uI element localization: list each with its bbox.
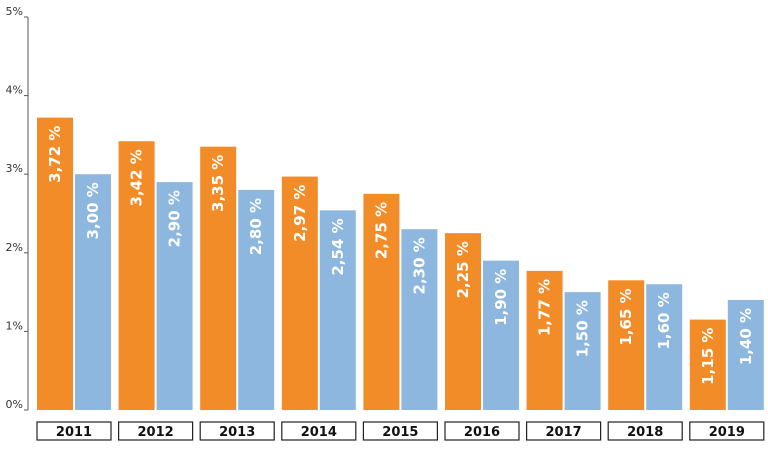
bar-value-label: 3,35 %	[209, 155, 227, 212]
bar	[281, 176, 318, 410]
y-tick-label: 5%	[6, 5, 23, 18]
bar	[483, 260, 519, 410]
x-axis-categories: 2011 2012 2013 2014 2015 2016 2017 2018 2019	[36, 421, 765, 441]
category-label: 2015	[382, 425, 418, 440]
category-box	[607, 421, 683, 441]
bar-value-label: 2,25 %	[454, 241, 472, 298]
category-box	[199, 421, 275, 441]
category-box	[281, 421, 357, 441]
y-axis: 0% 1% 2% 3% 4% 5%	[6, 5, 29, 411]
y-tick-label: 1%	[6, 319, 23, 332]
y-tick-label: 3%	[6, 162, 23, 175]
category-box	[689, 421, 765, 441]
category-box	[117, 421, 194, 441]
bar	[200, 146, 237, 410]
bar-value-label: 2,30 %	[410, 237, 428, 294]
bars-group	[37, 117, 764, 411]
y-tick-label: 2%	[6, 241, 23, 254]
bar-value-label: 3,42 %	[128, 149, 146, 206]
bar	[689, 319, 726, 410]
bar	[564, 292, 601, 410]
bar-value-label: 2,54 %	[329, 218, 347, 275]
bar-value-label: 2,90 %	[166, 190, 184, 247]
category-box	[36, 421, 112, 441]
bar	[363, 193, 400, 410]
category-label: 2014	[301, 425, 337, 440]
bar	[156, 182, 193, 410]
bar-value-label: 3,72 %	[46, 126, 64, 183]
bar	[526, 270, 563, 410]
bar-value-label: 2,97 %	[291, 185, 309, 242]
bar-value-label: 3,00 %	[84, 182, 102, 239]
category-label: 2011	[56, 425, 92, 440]
bar-value-label: 2,80 %	[247, 198, 265, 255]
y-tick-label: 4%	[6, 84, 23, 97]
category-label: 2012	[138, 425, 174, 440]
bar-value-label: 1,90 %	[492, 269, 510, 326]
bar	[319, 210, 356, 410]
bar	[445, 233, 481, 410]
bar	[238, 189, 275, 410]
bar-value-label: 2,75 %	[372, 202, 390, 259]
category-label: 2017	[546, 425, 582, 440]
bar-labels-group: 3,72 % 3,00 % 3,42 % 2,90 % 3,35 % 2,80 % 2,97…	[46, 126, 755, 385]
bar	[401, 229, 438, 410]
bar-value-label: 1,77 %	[536, 279, 554, 336]
category-box	[444, 421, 520, 441]
category-label: 2018	[627, 425, 663, 440]
category-label: 2016	[464, 425, 500, 440]
bar	[118, 141, 155, 411]
bar-value-label: 1,65 %	[617, 288, 635, 345]
bar	[608, 280, 645, 410]
category-label: 2019	[709, 425, 745, 440]
bar-value-label: 1,15 %	[699, 328, 717, 385]
bar-value-label: 1,60 %	[655, 292, 673, 349]
bar	[646, 284, 683, 410]
bar	[75, 174, 111, 410]
category-box	[362, 421, 438, 441]
category-box	[525, 421, 602, 441]
bar-value-label: 1,40 %	[737, 308, 755, 365]
category-label: 2013	[219, 425, 255, 440]
bar	[37, 117, 73, 410]
bar-value-label: 1,50 %	[574, 300, 592, 357]
bar	[727, 299, 764, 410]
y-tick-label: 0%	[6, 398, 23, 411]
